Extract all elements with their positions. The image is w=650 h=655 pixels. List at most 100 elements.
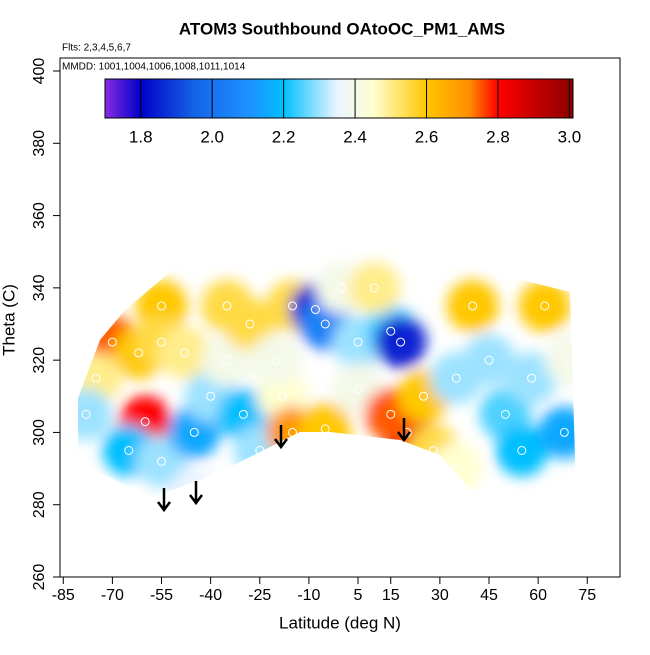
point xyxy=(320,319,330,329)
field-cell xyxy=(299,402,352,455)
y-tick-label: 280 xyxy=(31,491,48,518)
point xyxy=(222,301,232,311)
x-tick-label: 75 xyxy=(578,587,596,604)
points xyxy=(81,283,576,499)
arrow xyxy=(157,488,171,513)
colorbar-tick-label: 1.8 xyxy=(129,127,153,146)
x-tick-label: 60 xyxy=(529,587,547,604)
x-tick-label: -85 xyxy=(52,587,75,604)
point xyxy=(451,373,461,383)
point xyxy=(500,409,510,419)
arrow xyxy=(189,481,203,506)
arrow xyxy=(397,418,411,443)
point xyxy=(140,417,150,427)
field-cell xyxy=(250,334,303,387)
point xyxy=(468,301,478,311)
colorbar-tick-label: 2.0 xyxy=(200,127,224,146)
point xyxy=(386,409,396,419)
x-tick-label: 45 xyxy=(480,587,498,604)
point xyxy=(517,446,527,456)
point xyxy=(559,427,569,437)
field-cell xyxy=(135,279,188,332)
x-tick-label: -40 xyxy=(199,587,222,604)
arrow xyxy=(274,425,288,450)
field-cell xyxy=(463,334,516,387)
y-tick-label: 300 xyxy=(31,419,48,446)
field-cell xyxy=(544,334,576,387)
y-tick-label: 380 xyxy=(31,130,48,157)
point xyxy=(353,384,363,394)
point xyxy=(386,326,396,336)
y-tick-label: 320 xyxy=(31,347,48,374)
x-tick-label: -70 xyxy=(101,587,124,604)
x-tick-label: 30 xyxy=(431,587,449,604)
y-tick-label: 360 xyxy=(31,202,48,229)
x-tick-label: 15 xyxy=(382,587,400,604)
point xyxy=(527,373,537,383)
y-tick-label: 400 xyxy=(31,58,48,85)
chart-title: ATOM3 Southbound OAtoOC_PM1_AMS xyxy=(179,19,505,38)
field-cell xyxy=(374,316,427,369)
point xyxy=(353,337,363,347)
x-tick-label: -55 xyxy=(150,587,173,604)
point xyxy=(304,435,314,445)
plot-frame xyxy=(59,57,621,578)
point xyxy=(238,409,248,419)
point xyxy=(81,409,91,419)
point xyxy=(179,348,189,358)
field-cell xyxy=(538,406,576,459)
y-tick-label: 340 xyxy=(31,274,48,301)
y-axis-label: Theta (C) xyxy=(0,284,18,356)
x-tick-label: 5 xyxy=(354,587,363,604)
colorbar-tick-label: 2.2 xyxy=(272,127,296,146)
point xyxy=(157,301,167,311)
point xyxy=(566,355,576,365)
field-cell xyxy=(78,388,113,441)
point xyxy=(157,337,167,347)
x-tick-label: -10 xyxy=(297,587,320,604)
colorbar xyxy=(104,78,574,119)
point xyxy=(396,337,406,347)
field-cell xyxy=(446,279,499,332)
point xyxy=(288,427,298,437)
point xyxy=(157,456,167,466)
point xyxy=(271,355,281,365)
field-cell xyxy=(430,442,483,495)
point xyxy=(540,301,550,311)
point xyxy=(369,283,379,293)
point xyxy=(189,489,199,499)
arrows xyxy=(157,418,411,513)
point xyxy=(320,424,330,434)
point xyxy=(206,391,216,401)
annotation: MMDD: 1001,1004,1006,1008,1011,1014 xyxy=(62,62,246,73)
subtitle: Flts: 2,3,4,5,6,7 xyxy=(62,43,131,54)
point xyxy=(419,391,429,401)
field-cell xyxy=(223,298,276,351)
field-cell xyxy=(348,261,401,314)
point xyxy=(278,391,288,401)
point xyxy=(310,305,320,315)
field-cell xyxy=(518,279,571,332)
x-axis-label: Latitude (deg N) xyxy=(279,613,401,632)
point xyxy=(451,464,461,474)
colorbar-tick-label: 2.8 xyxy=(486,127,510,146)
point xyxy=(91,373,101,383)
field-cell xyxy=(505,352,558,405)
point xyxy=(124,446,134,456)
field-cell xyxy=(495,424,548,477)
y-tick-label: 260 xyxy=(31,564,48,591)
point xyxy=(484,355,494,365)
point xyxy=(255,446,265,456)
field-cell xyxy=(168,467,221,498)
point xyxy=(107,337,117,347)
point xyxy=(288,301,298,311)
colorbar-tick-label: 2.4 xyxy=(343,127,367,146)
point xyxy=(189,427,199,437)
x-tick-label: -25 xyxy=(248,587,271,604)
point xyxy=(134,348,144,358)
colorbar-tick-label: 2.6 xyxy=(415,127,439,146)
point xyxy=(337,283,347,293)
field-cell xyxy=(158,326,211,379)
point xyxy=(245,319,255,329)
